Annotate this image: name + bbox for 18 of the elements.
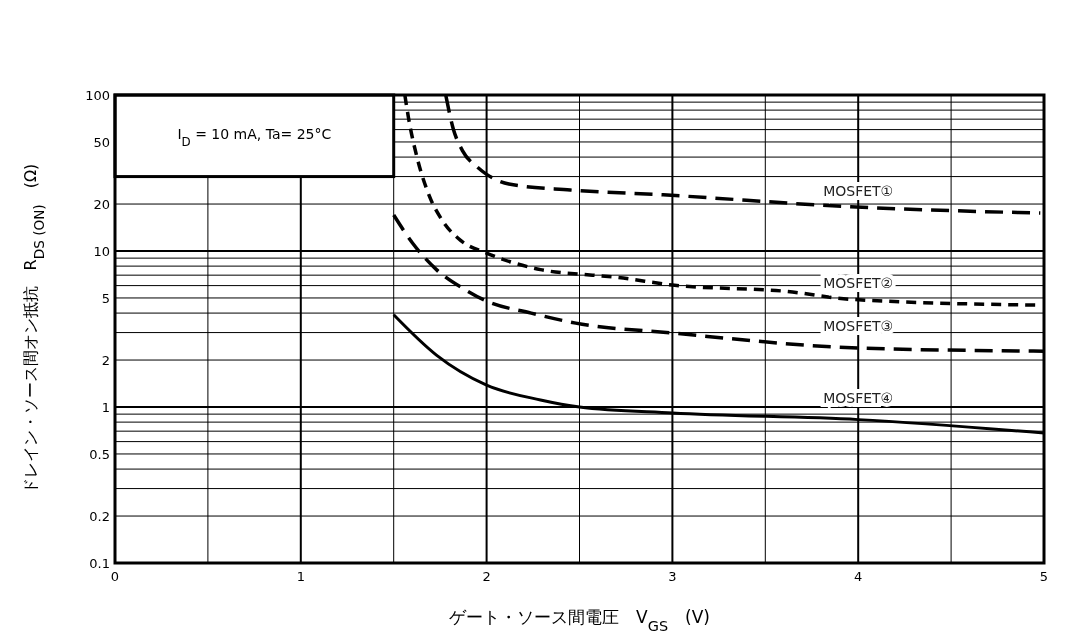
y-tick-label: 100 xyxy=(85,88,110,103)
x-axis-title: ゲート・ソース間電圧 V$_{GS}$ (V) xyxy=(449,607,710,634)
x-tick-label: 3 xyxy=(668,569,677,584)
y-tick-label: 0.5 xyxy=(89,446,110,462)
x-tick-label: 0 xyxy=(110,569,120,584)
y-tick-label: 5 xyxy=(101,290,110,306)
x-tick-label: 5 xyxy=(1039,569,1049,584)
x-tick-label: 2 xyxy=(482,569,491,584)
y-tick-label: 20 xyxy=(93,197,110,213)
x-tick-label: 1 xyxy=(296,569,305,584)
y-tick-label: 50 xyxy=(93,134,110,150)
x-tick-label: 4 xyxy=(854,569,863,584)
annotation: I$_{D}$ = 10 mA, Ta= 25°C xyxy=(177,126,332,149)
y-tick-label: 2 xyxy=(101,353,110,369)
y-tick-label: 0.2 xyxy=(89,509,110,525)
y-tick-label: 0.1 xyxy=(89,556,110,571)
y-tick-label: 10 xyxy=(93,244,110,259)
y-tick-label: 1 xyxy=(101,400,110,415)
